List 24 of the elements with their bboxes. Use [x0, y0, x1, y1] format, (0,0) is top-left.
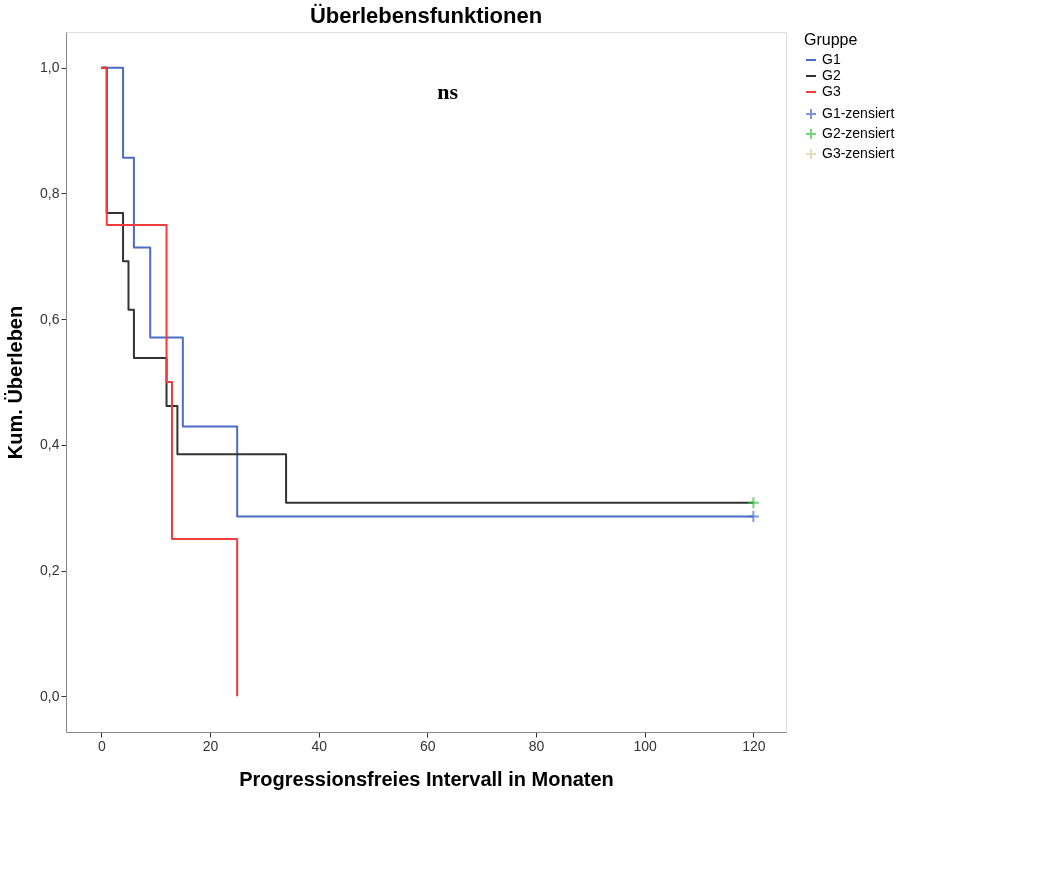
x-tick-label: 60 [420, 737, 436, 754]
legend-title: Gruppe [804, 31, 858, 48]
x-tick-label: 100 [633, 737, 658, 754]
y-tick-label: 0,4 [40, 436, 60, 453]
y-tick-label: 0,0 [40, 687, 60, 704]
y-tick-label: 0,8 [40, 184, 60, 201]
legend-label: G3 [822, 83, 841, 99]
x-tick-label: 80 [528, 737, 545, 754]
x-tick-label: 120 [742, 737, 766, 754]
legend-label: G2 [822, 67, 841, 83]
legend-label: G2-zensiert [822, 125, 895, 141]
y-tick-label: 0,2 [40, 562, 60, 579]
y-axis-title: Kum. Überleben [4, 305, 27, 460]
x-tick-label: 20 [202, 737, 219, 754]
legend-label: G1 [822, 51, 841, 67]
x-tick-label: 40 [311, 737, 328, 754]
chart-title: Überlebensfunktionen [309, 3, 543, 28]
legend-label: G3-zensiert [822, 145, 895, 161]
annotation: ns [437, 78, 459, 104]
legend-label: G1-zensiert [822, 105, 895, 121]
y-tick-label: 0,6 [40, 310, 60, 327]
y-tick-label: 1,0 [40, 59, 60, 76]
x-tick-label: 0 [97, 737, 106, 754]
x-axis-title: Progressionsfreies Intervall in Monaten [239, 767, 614, 790]
